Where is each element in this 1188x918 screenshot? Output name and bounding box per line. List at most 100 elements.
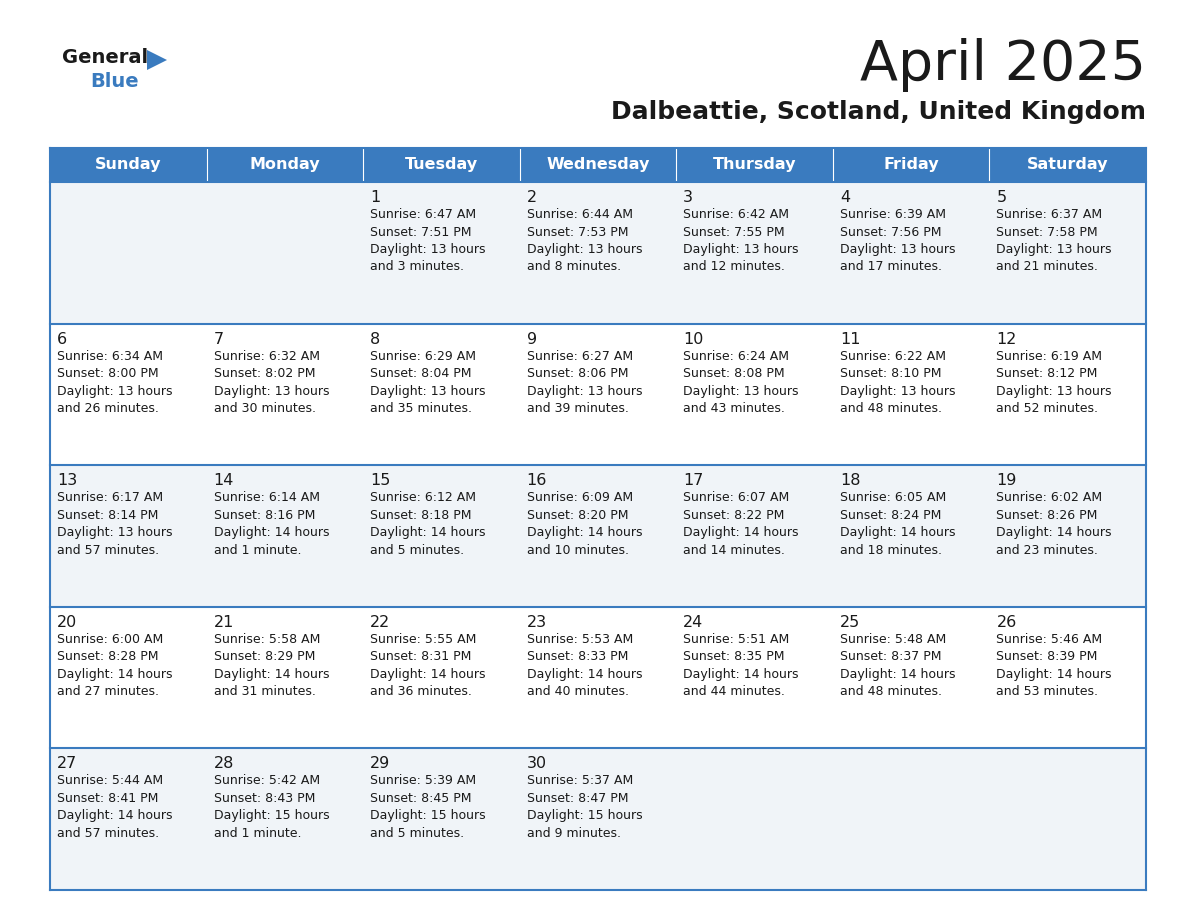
Text: Sunrise: 6:02 AM
Sunset: 8:26 PM
Daylight: 14 hours
and 23 minutes.: Sunrise: 6:02 AM Sunset: 8:26 PM Dayligh…: [997, 491, 1112, 556]
Text: Sunrise: 5:44 AM
Sunset: 8:41 PM
Daylight: 14 hours
and 57 minutes.: Sunrise: 5:44 AM Sunset: 8:41 PM Dayligh…: [57, 775, 172, 840]
Bar: [676, 324, 833, 465]
Bar: [364, 182, 519, 324]
Text: 20: 20: [57, 615, 77, 630]
Bar: [833, 465, 990, 607]
Text: Sunrise: 5:48 AM
Sunset: 8:37 PM
Daylight: 14 hours
and 48 minutes.: Sunrise: 5:48 AM Sunset: 8:37 PM Dayligh…: [840, 633, 955, 699]
Text: Sunrise: 6:12 AM
Sunset: 8:18 PM
Daylight: 14 hours
and 5 minutes.: Sunrise: 6:12 AM Sunset: 8:18 PM Dayligh…: [371, 491, 486, 556]
Bar: [990, 465, 1146, 607]
Text: Wednesday: Wednesday: [546, 158, 650, 173]
Text: 4: 4: [840, 190, 849, 205]
Text: Sunday: Sunday: [95, 158, 162, 173]
Text: Tuesday: Tuesday: [405, 158, 478, 173]
Bar: [990, 607, 1146, 748]
Bar: [990, 148, 1146, 182]
Text: 2: 2: [526, 190, 537, 205]
Text: Sunrise: 6:27 AM
Sunset: 8:06 PM
Daylight: 13 hours
and 39 minutes.: Sunrise: 6:27 AM Sunset: 8:06 PM Dayligh…: [526, 350, 643, 415]
Text: Sunrise: 5:53 AM
Sunset: 8:33 PM
Daylight: 14 hours
and 40 minutes.: Sunrise: 5:53 AM Sunset: 8:33 PM Dayligh…: [526, 633, 643, 699]
Text: 21: 21: [214, 615, 234, 630]
Text: Sunrise: 5:42 AM
Sunset: 8:43 PM
Daylight: 15 hours
and 1 minute.: Sunrise: 5:42 AM Sunset: 8:43 PM Dayligh…: [214, 775, 329, 840]
Text: Sunrise: 6:34 AM
Sunset: 8:00 PM
Daylight: 13 hours
and 26 minutes.: Sunrise: 6:34 AM Sunset: 8:00 PM Dayligh…: [57, 350, 172, 415]
Text: 28: 28: [214, 756, 234, 771]
Text: Sunrise: 6:17 AM
Sunset: 8:14 PM
Daylight: 13 hours
and 57 minutes.: Sunrise: 6:17 AM Sunset: 8:14 PM Dayligh…: [57, 491, 172, 556]
Text: 5: 5: [997, 190, 1006, 205]
Text: 1: 1: [371, 190, 380, 205]
Text: Blue: Blue: [90, 72, 139, 91]
Text: 9: 9: [526, 331, 537, 347]
Text: 6: 6: [57, 331, 68, 347]
Text: Sunrise: 5:51 AM
Sunset: 8:35 PM
Daylight: 14 hours
and 44 minutes.: Sunrise: 5:51 AM Sunset: 8:35 PM Dayligh…: [683, 633, 798, 699]
Bar: [519, 607, 676, 748]
Bar: [676, 182, 833, 324]
Bar: [207, 748, 364, 890]
Bar: [207, 324, 364, 465]
Text: 15: 15: [371, 473, 391, 488]
Bar: [364, 607, 519, 748]
Bar: [676, 607, 833, 748]
Polygon shape: [147, 50, 168, 70]
Text: Sunrise: 6:47 AM
Sunset: 7:51 PM
Daylight: 13 hours
and 3 minutes.: Sunrise: 6:47 AM Sunset: 7:51 PM Dayligh…: [371, 208, 486, 274]
Text: April 2025: April 2025: [860, 38, 1146, 92]
Text: 25: 25: [840, 615, 860, 630]
Text: Monday: Monday: [249, 158, 321, 173]
Bar: [207, 182, 364, 324]
Text: Sunrise: 6:05 AM
Sunset: 8:24 PM
Daylight: 14 hours
and 18 minutes.: Sunrise: 6:05 AM Sunset: 8:24 PM Dayligh…: [840, 491, 955, 556]
Text: 14: 14: [214, 473, 234, 488]
Text: Sunrise: 6:44 AM
Sunset: 7:53 PM
Daylight: 13 hours
and 8 minutes.: Sunrise: 6:44 AM Sunset: 7:53 PM Dayligh…: [526, 208, 643, 274]
Text: 8: 8: [371, 331, 380, 347]
Bar: [676, 465, 833, 607]
Text: 13: 13: [57, 473, 77, 488]
Text: Thursday: Thursday: [713, 158, 796, 173]
Text: 27: 27: [57, 756, 77, 771]
Bar: [50, 748, 207, 890]
Text: 7: 7: [214, 331, 223, 347]
Text: 10: 10: [683, 331, 703, 347]
Text: Sunrise: 5:58 AM
Sunset: 8:29 PM
Daylight: 14 hours
and 31 minutes.: Sunrise: 5:58 AM Sunset: 8:29 PM Dayligh…: [214, 633, 329, 699]
Bar: [519, 324, 676, 465]
Bar: [364, 148, 519, 182]
Bar: [50, 607, 207, 748]
Text: Sunrise: 6:07 AM
Sunset: 8:22 PM
Daylight: 14 hours
and 14 minutes.: Sunrise: 6:07 AM Sunset: 8:22 PM Dayligh…: [683, 491, 798, 556]
Text: 16: 16: [526, 473, 548, 488]
Bar: [50, 182, 207, 324]
Bar: [519, 182, 676, 324]
Bar: [990, 182, 1146, 324]
Bar: [990, 748, 1146, 890]
Text: 3: 3: [683, 190, 694, 205]
Text: Sunrise: 6:32 AM
Sunset: 8:02 PM
Daylight: 13 hours
and 30 minutes.: Sunrise: 6:32 AM Sunset: 8:02 PM Dayligh…: [214, 350, 329, 415]
Bar: [364, 465, 519, 607]
Text: 30: 30: [526, 756, 546, 771]
Bar: [207, 465, 364, 607]
Bar: [833, 148, 990, 182]
Text: 18: 18: [840, 473, 860, 488]
Bar: [519, 148, 676, 182]
Text: Sunrise: 5:37 AM
Sunset: 8:47 PM
Daylight: 15 hours
and 9 minutes.: Sunrise: 5:37 AM Sunset: 8:47 PM Dayligh…: [526, 775, 643, 840]
Bar: [990, 324, 1146, 465]
Bar: [833, 324, 990, 465]
Bar: [50, 148, 207, 182]
Bar: [833, 607, 990, 748]
Bar: [50, 465, 207, 607]
Bar: [833, 182, 990, 324]
Text: 24: 24: [683, 615, 703, 630]
Text: Sunrise: 6:39 AM
Sunset: 7:56 PM
Daylight: 13 hours
and 17 minutes.: Sunrise: 6:39 AM Sunset: 7:56 PM Dayligh…: [840, 208, 955, 274]
Text: 17: 17: [683, 473, 703, 488]
Text: 26: 26: [997, 615, 1017, 630]
Text: Sunrise: 6:09 AM
Sunset: 8:20 PM
Daylight: 14 hours
and 10 minutes.: Sunrise: 6:09 AM Sunset: 8:20 PM Dayligh…: [526, 491, 643, 556]
Text: Dalbeattie, Scotland, United Kingdom: Dalbeattie, Scotland, United Kingdom: [611, 100, 1146, 124]
Text: Friday: Friday: [884, 158, 939, 173]
Text: Sunrise: 5:55 AM
Sunset: 8:31 PM
Daylight: 14 hours
and 36 minutes.: Sunrise: 5:55 AM Sunset: 8:31 PM Dayligh…: [371, 633, 486, 699]
Text: General: General: [62, 48, 148, 67]
Bar: [676, 748, 833, 890]
Text: 23: 23: [526, 615, 546, 630]
Text: Sunrise: 6:22 AM
Sunset: 8:10 PM
Daylight: 13 hours
and 48 minutes.: Sunrise: 6:22 AM Sunset: 8:10 PM Dayligh…: [840, 350, 955, 415]
Text: Saturday: Saturday: [1026, 158, 1108, 173]
Bar: [519, 465, 676, 607]
Text: 11: 11: [840, 331, 860, 347]
Bar: [364, 748, 519, 890]
Text: Sunrise: 6:19 AM
Sunset: 8:12 PM
Daylight: 13 hours
and 52 minutes.: Sunrise: 6:19 AM Sunset: 8:12 PM Dayligh…: [997, 350, 1112, 415]
Bar: [207, 148, 364, 182]
Text: Sunrise: 6:00 AM
Sunset: 8:28 PM
Daylight: 14 hours
and 27 minutes.: Sunrise: 6:00 AM Sunset: 8:28 PM Dayligh…: [57, 633, 172, 699]
Text: Sunrise: 6:42 AM
Sunset: 7:55 PM
Daylight: 13 hours
and 12 minutes.: Sunrise: 6:42 AM Sunset: 7:55 PM Dayligh…: [683, 208, 798, 274]
Bar: [207, 607, 364, 748]
Text: Sunrise: 6:29 AM
Sunset: 8:04 PM
Daylight: 13 hours
and 35 minutes.: Sunrise: 6:29 AM Sunset: 8:04 PM Dayligh…: [371, 350, 486, 415]
